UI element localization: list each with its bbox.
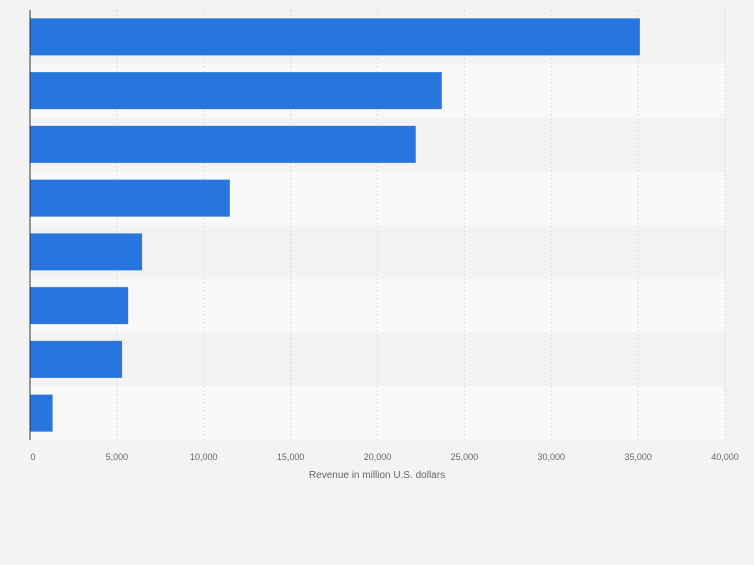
bar [30,340,123,378]
x-tick-label: 40,000 [711,452,739,462]
x-tick-label: 25,000 [451,452,479,462]
bar [30,125,416,163]
x-tick-label: 30,000 [537,452,565,462]
bar [30,394,53,432]
bar [30,179,230,217]
x-tick-labels: 0 5,000 10,000 15,000 20,000 25,000 30,000 35,0… [30,452,738,462]
bar [30,72,442,110]
bar [30,287,129,325]
bar [30,233,143,271]
x-tick-label: 5,000 [106,452,129,462]
x-tick-label: 20,000 [364,452,392,462]
bars [30,18,640,432]
x-tick-label: 10,000 [190,452,218,462]
x-tick-label: 35,000 [624,452,652,462]
bar [30,18,640,56]
x-tick-label: 15,000 [277,452,305,462]
x-axis-title: Revenue in million U.S. dollars [309,470,445,481]
x-tick-label: 0 [30,452,35,462]
